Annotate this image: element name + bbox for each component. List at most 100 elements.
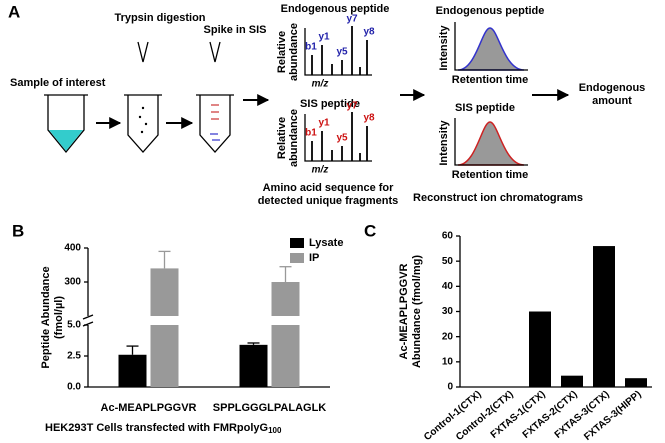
bar bbox=[239, 344, 268, 387]
peak-label: b1 bbox=[305, 128, 317, 139]
y-axis-label-line: Abundance (fmol/mg) bbox=[411, 255, 423, 368]
x-tick-label: Ac-MEAPLPGGVR bbox=[101, 402, 197, 414]
step-label: Spike in SIS bbox=[204, 24, 267, 36]
bar bbox=[593, 246, 615, 387]
bar bbox=[271, 325, 300, 387]
y-tick-label: 5.0 bbox=[67, 320, 81, 331]
spectrum-title: Endogenous peptide bbox=[281, 3, 390, 15]
spectrum-peaks bbox=[311, 112, 368, 161]
tube bbox=[124, 41, 162, 153]
x-tick-label: FXTAS-3(HIPP) bbox=[582, 389, 643, 443]
x-tick-label: SPPLGGGLPALAGLK bbox=[213, 402, 327, 414]
y-axis-label: Ac-MEAPLPGGVRAbundance (fmol/mg) bbox=[398, 255, 423, 368]
chromatogram-axis bbox=[454, 22, 528, 71]
panel-label: A bbox=[8, 2, 20, 21]
x-axis-label-sub: 100 bbox=[268, 426, 282, 435]
x-axis-label: HEK293T Cells transfected with FMRpolyG1… bbox=[45, 422, 282, 435]
spectrum-axis bbox=[304, 28, 372, 76]
peak-label: y1 bbox=[318, 118, 330, 129]
error-bar bbox=[247, 342, 260, 345]
chromatogram-peak bbox=[457, 27, 525, 71]
peak-labels: b1 y1 y5 y7 y8 bbox=[305, 14, 375, 58]
bar bbox=[150, 268, 179, 316]
spectrum-axis bbox=[304, 114, 372, 162]
y-tick-label: 400 bbox=[64, 243, 81, 254]
y-tick-label: 50 bbox=[442, 256, 454, 267]
axis-label: Intensity bbox=[438, 120, 450, 166]
panel-a: A Sample of interest Trypsin digestion S… bbox=[8, 2, 645, 206]
peak-label: b1 bbox=[305, 42, 317, 53]
axis-label: m/z bbox=[312, 79, 329, 90]
step-label: Sample of interest bbox=[10, 77, 106, 89]
chromatogram-title: Endogenous peptide bbox=[436, 5, 545, 17]
peak-label: y5 bbox=[336, 133, 348, 144]
chromatogram-peak bbox=[457, 121, 525, 166]
chromatogram-axis bbox=[454, 118, 528, 166]
spectrum-title: SIS peptide bbox=[300, 98, 360, 110]
axis-label-line: abundance bbox=[288, 109, 300, 167]
y-tick-label: 60 bbox=[442, 231, 454, 242]
result-label: amount bbox=[592, 95, 632, 107]
y-tick-label: 0 bbox=[447, 382, 453, 393]
x-tick-label: FXTAS-2(CTX) bbox=[521, 389, 580, 441]
caption: Amino acid sequence for bbox=[263, 182, 395, 194]
axis-break bbox=[82, 314, 94, 320]
y-axis-label-line: (fmol/µl) bbox=[53, 296, 65, 339]
legend-label: Lysate bbox=[309, 237, 343, 249]
panel-label: C bbox=[364, 221, 376, 240]
error-bar bbox=[279, 266, 292, 282]
y-tick-label: 20 bbox=[442, 331, 454, 342]
caption: Reconstruct ion chromatograms bbox=[413, 192, 583, 204]
y-tick-label: 10 bbox=[442, 356, 454, 367]
bar bbox=[529, 311, 551, 387]
chromatogram-title: SIS peptide bbox=[455, 102, 515, 114]
peak-label: y1 bbox=[318, 32, 330, 43]
bar bbox=[271, 282, 300, 316]
axis-label: Relativeabundance bbox=[276, 23, 300, 81]
y-tick-label: 0.0 bbox=[67, 382, 81, 393]
peak-label: y5 bbox=[336, 47, 348, 58]
x-tick-label: FXTAS-3(CTX) bbox=[553, 389, 612, 441]
axis-label: Intensity bbox=[438, 25, 450, 71]
peak-label: y7 bbox=[346, 14, 358, 25]
axis-label-line: Relative bbox=[276, 117, 288, 159]
axis-label: Relativeabundance bbox=[276, 109, 300, 167]
error-bar bbox=[158, 250, 171, 269]
peak-label: y8 bbox=[363, 27, 375, 38]
peak-label: y7 bbox=[346, 101, 358, 112]
legend-swatch bbox=[290, 238, 304, 248]
legend-swatch bbox=[290, 253, 304, 263]
panel-label: B bbox=[12, 221, 24, 240]
error-bar bbox=[126, 345, 139, 355]
axis-label: Retention time bbox=[452, 169, 528, 181]
y-axis-label-line: Ac-MEAPLPGGVR bbox=[398, 263, 410, 359]
legend-label: IP bbox=[309, 252, 319, 264]
bar bbox=[561, 375, 583, 387]
y-tick-label: 30 bbox=[442, 306, 454, 317]
tube bbox=[44, 94, 88, 154]
spectrum-peaks bbox=[311, 26, 368, 75]
y-tick-label: 40 bbox=[442, 281, 454, 292]
bar bbox=[625, 378, 647, 387]
arrow bbox=[96, 89, 570, 129]
axis-label: Retention time bbox=[452, 74, 528, 86]
x-tick-label: Control-1(CTX) bbox=[422, 389, 484, 443]
y-tick-label: 2.5 bbox=[67, 351, 81, 362]
axis-label: m/z bbox=[312, 165, 329, 176]
bar bbox=[118, 354, 147, 387]
y-axis-label: Peptide Abundance(fmol/µl) bbox=[40, 266, 65, 368]
axis-label-line: abundance bbox=[288, 23, 300, 81]
x-tick-label: FXTAS-1(CTX) bbox=[489, 389, 548, 441]
x-axis-label-main: HEK293T Cells transfected with FMRpolyG bbox=[45, 422, 268, 434]
result-label: Endogenous bbox=[579, 82, 646, 94]
tube bbox=[196, 41, 234, 153]
peak-label: y8 bbox=[363, 113, 375, 124]
bar bbox=[150, 325, 179, 387]
axis-label-line: Relative bbox=[276, 31, 288, 73]
y-axis-label-line: Peptide Abundance bbox=[40, 266, 52, 368]
caption: detected unique fragments bbox=[258, 195, 399, 207]
x-tick-label: Control-2(CTX) bbox=[454, 389, 516, 443]
y-tick-label: 300 bbox=[64, 277, 81, 288]
